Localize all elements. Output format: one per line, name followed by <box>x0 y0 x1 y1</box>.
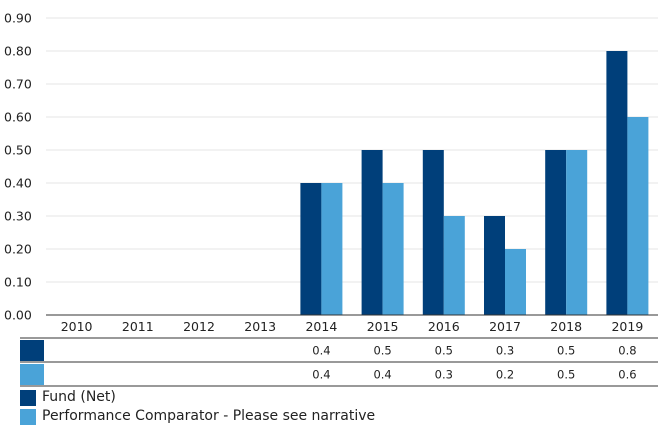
legend-swatch-fund <box>20 389 36 406</box>
legend-item-fund[interactable]: Fund (Net) <box>20 388 375 407</box>
x-tick-label: 2015 <box>367 319 399 334</box>
bar-fund <box>300 183 322 315</box>
bar-fund <box>422 150 444 315</box>
bar-fund <box>545 150 567 315</box>
bar-comparator <box>443 216 465 315</box>
table-value: 0.5 <box>373 344 391 358</box>
legend: Fund (Net) Performance Comparator - Plea… <box>20 388 375 426</box>
table-row-swatch <box>20 340 44 361</box>
y-tick-label: 0.60 <box>4 110 32 125</box>
table-row-swatch <box>20 364 44 385</box>
table-value: 0.5 <box>435 344 453 358</box>
y-tick-label: 0.90 <box>4 11 32 26</box>
y-tick-label: 0.70 <box>4 77 32 92</box>
bar-comparator <box>321 183 343 315</box>
y-tick-label: 0.30 <box>4 209 32 224</box>
bar-comparator <box>382 183 404 315</box>
table-value: 0.3 <box>435 368 453 382</box>
bar-fund <box>484 216 505 315</box>
bar-comparator <box>566 150 588 315</box>
bar-comparator <box>505 249 526 315</box>
x-tick-label: 2012 <box>183 319 215 334</box>
legend-swatch-comparator <box>20 408 36 425</box>
bar-fund <box>361 150 383 315</box>
y-tick-label: 0.20 <box>4 242 32 257</box>
table-value: 0.4 <box>312 344 330 358</box>
table-value: 0.5 <box>557 344 575 358</box>
x-tick-label: 2016 <box>428 319 460 334</box>
x-tick-label: 2010 <box>61 319 93 334</box>
table-value: 0.5 <box>557 368 575 382</box>
bar-fund <box>606 51 628 315</box>
y-tick-label: 0.40 <box>4 176 32 191</box>
table-value: 0.4 <box>312 368 330 382</box>
y-tick-label: 0.10 <box>4 275 32 290</box>
table-value: 0.3 <box>496 344 514 358</box>
x-tick-label: 2013 <box>244 319 276 334</box>
y-tick-label: 0.80 <box>4 44 32 59</box>
table-value: 0.8 <box>618 344 636 358</box>
bar-comparator <box>627 117 649 315</box>
x-tick-label: 2017 <box>489 319 521 334</box>
table-value: 0.4 <box>373 368 391 382</box>
table-value: 0.2 <box>496 368 514 382</box>
x-tick-label: 2011 <box>122 319 154 334</box>
y-tick-label: 0.00 <box>4 308 32 323</box>
x-tick-label: 2014 <box>305 319 337 334</box>
table-value: 0.6 <box>618 368 636 382</box>
legend-label-comparator: Performance Comparator - Please see narr… <box>42 408 376 424</box>
legend-label-fund: Fund (Net) <box>42 389 116 405</box>
y-tick-label: 0.50 <box>4 143 32 158</box>
x-tick-label: 2019 <box>611 319 643 334</box>
legend-item-comparator[interactable]: Performance Comparator - Please see narr… <box>20 407 375 426</box>
x-tick-label: 2018 <box>550 319 582 334</box>
